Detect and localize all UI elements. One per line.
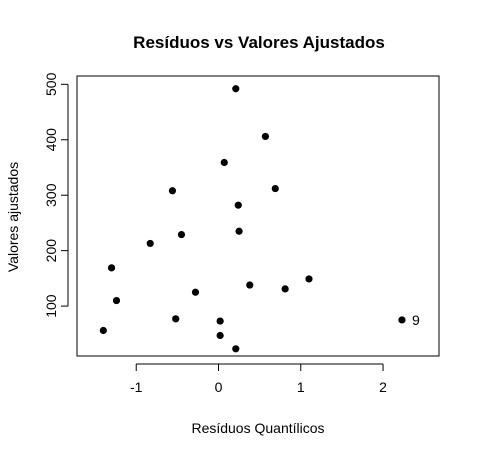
data-point [398, 316, 405, 323]
x-tick-label: 2 [379, 379, 387, 395]
data-point [232, 345, 239, 352]
data-point [232, 85, 239, 92]
data-point [235, 228, 242, 235]
data-point [192, 289, 199, 296]
data-point [100, 327, 107, 334]
plot-frame [77, 76, 439, 356]
data-point [272, 185, 279, 192]
x-tick-label: 1 [297, 379, 305, 395]
x-tick-label: 0 [215, 379, 223, 395]
y-tick-label: 300 [43, 183, 59, 207]
y-tick-label: 500 [43, 72, 59, 96]
point-label: 9 [412, 312, 420, 328]
data-point [172, 315, 179, 322]
y-tick-label: 200 [43, 239, 59, 263]
data-point [246, 281, 253, 288]
x-axis: -1 0 1 2 [130, 364, 387, 395]
chart-title: Resíduos vs Valores Ajustados [133, 33, 385, 52]
data-point [305, 275, 312, 282]
data-point [147, 240, 154, 247]
data-point [217, 317, 224, 324]
x-tick-label: -1 [130, 379, 143, 395]
y-axis-label: Valores ajustados [5, 162, 21, 272]
data-point [178, 231, 185, 238]
data-point [282, 285, 289, 292]
data-point [113, 297, 120, 304]
data-point [235, 202, 242, 209]
y-tick-label: 400 [43, 128, 59, 152]
data-point [108, 264, 115, 271]
data-point [221, 159, 228, 166]
data-point [169, 187, 176, 194]
y-tick-label: 100 [43, 294, 59, 318]
x-axis-label: Resíduos Quantílicos [191, 420, 324, 436]
y-axis: 100 200 300 400 500 [43, 72, 68, 317]
data-point [262, 133, 269, 140]
data-points: 9 [100, 85, 420, 352]
data-point [217, 332, 224, 339]
